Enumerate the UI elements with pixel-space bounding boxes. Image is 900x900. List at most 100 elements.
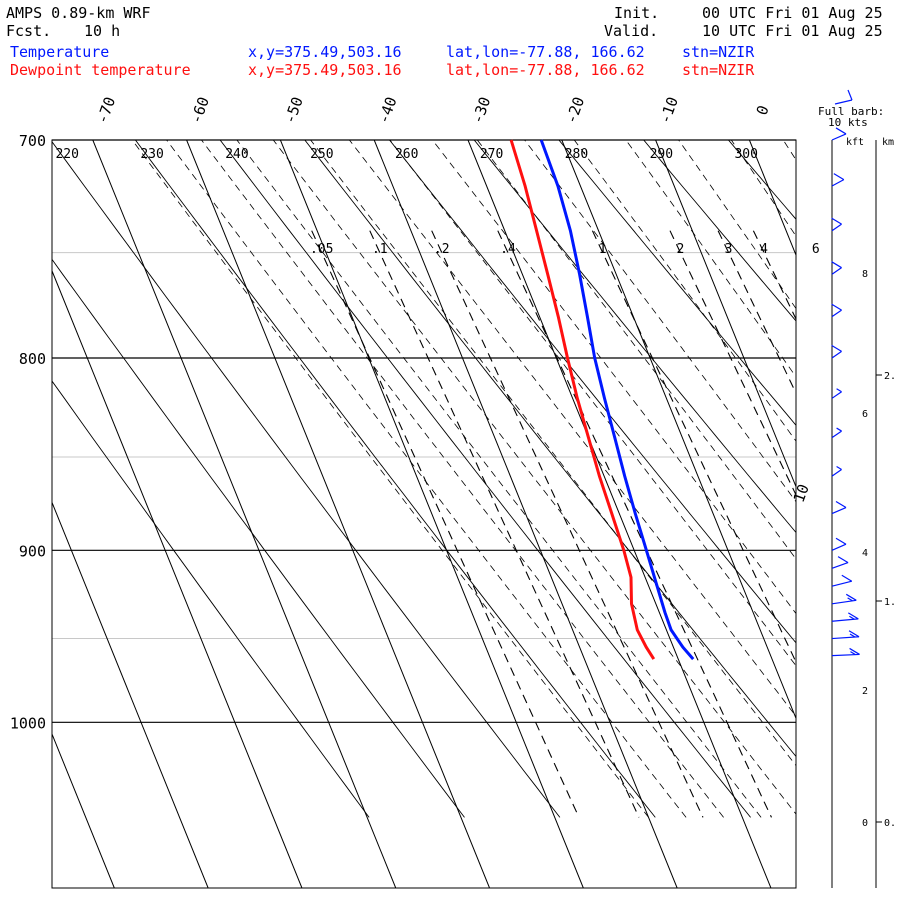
kft-tick-label: 0 [862,818,868,829]
legend-dewpoint-xy: x,y=375.49,503.16 [248,61,402,79]
moist-adiabat-line [310,140,796,767]
kft-tick-label: 4 [862,548,868,559]
isotherm-line [467,140,772,888]
wind-barb [831,556,849,569]
mixing-ratio-line [752,230,796,321]
mixing-ratio-line [717,230,796,395]
moist-adiabat-line [348,140,796,717]
isotherm-line [655,140,796,488]
moist-adiabat-line [200,140,724,818]
temperature-profile-line [539,139,695,661]
potential-temperature-label: 300 [734,147,757,162]
moist-adiabat-line [782,140,796,161]
moist-adiabat-line [524,140,796,503]
km-axis-label: km [882,137,894,148]
isotherm-line [52,732,115,888]
isotherm-label: -20 [562,94,588,126]
wind-barb [831,217,842,232]
valid-label: Valid. [604,22,659,40]
potential-temperature-label: 260 [395,147,418,162]
kft-tick-label: 6 [862,409,868,420]
pressure-tick-label: 800 [19,350,46,368]
moist-adiabat-line [730,140,796,237]
dry-adiabat-line [770,0,900,817]
moist-adiabat-line [573,140,796,442]
dry-adiabat-line [134,140,656,818]
wind-barb [831,501,847,515]
legend-dewpoint-name: Dewpoint temperature [10,61,191,79]
wind-barb [831,344,842,359]
dry-adiabat-line [643,140,796,322]
init-time: 00 UTC Fri 01 Aug 25 [702,4,883,22]
wind-barb [831,465,842,477]
wind-barb [831,388,842,399]
legend-temperature-name: Temperature [10,43,110,61]
isotherm-label: -70 [93,94,119,126]
potential-temperature-label: 280 [565,147,588,162]
moist-adiabat-line [476,140,796,560]
mixing-ratio-label: 3 [725,242,733,257]
potential-temperature-label: 240 [225,147,248,162]
mixing-ratio-label: .2 [434,242,450,257]
dry-adiabat-line [219,140,751,818]
wind-barb [831,537,847,551]
barb-legend-line1: Full barb: [818,105,885,118]
wind-barb [831,173,845,187]
legend-dewpoint-station: stn=NZIR [682,61,755,79]
forecast-hour: 10 h [84,22,121,40]
isotherm-label: -60 [187,94,213,126]
isotherm-label: 10 [790,482,813,505]
valid-time: 10 UTC Fri 01 Aug 25 [702,22,883,40]
isotherm-label: -50 [281,94,307,126]
wind-barb [831,427,842,439]
kft-tick-label: 8 [862,269,868,280]
dry-adiabat-line [52,141,561,818]
isotherm-line [186,140,491,888]
mixing-ratio-label: .1 [372,242,388,257]
legend-temperature-xy: x,y=375.49,503.16 [248,43,402,61]
wind-barb [831,612,859,622]
wind-barb [831,261,842,275]
isotherm-line [561,140,796,720]
potential-temperature-label: 270 [480,147,503,162]
legend-wind-barb [834,89,853,105]
wind-barb [831,127,847,141]
wind-barb [831,630,860,640]
dry-adiabat-line [388,140,796,644]
kft-axis-label: kft [846,137,864,148]
isotherm-label: 0 [753,103,773,118]
isotherm-line [279,140,584,888]
wind-barb [831,593,857,605]
dewpoint-profile-line [509,139,656,660]
moist-adiabat-line [272,140,796,815]
init-label: Init. [614,4,660,22]
mixing-ratio-label: 6 [812,242,820,257]
isotherm-line [373,140,678,888]
isotherm-label: -40 [374,94,400,126]
mixing-ratio-label: .05 [310,242,333,257]
mixing-ratio-label: .4 [500,242,516,257]
potential-temperature-label: 230 [140,147,163,162]
wind-barb [831,303,842,318]
dry-adiabat-line [52,258,465,818]
pressure-tick-label: 1000 [10,714,46,732]
isotherm-line [92,140,397,888]
dry-adiabat-line [558,140,796,426]
km-tick-label: 2. [884,371,896,382]
dry-adiabat-line [473,140,796,534]
km-tick-label: 0. [884,818,896,829]
potential-temperature-label: 290 [650,147,673,162]
pressure-tick-label: 700 [19,132,46,150]
dry-adiabat-line [52,380,370,818]
kft-tick-label: 2 [862,686,868,697]
potential-temperature-label: 250 [310,147,333,162]
legend-dewpoint-latlon: lat,lon=-77.88, 166.62 [446,61,645,79]
mixing-ratio-label: 1 [599,242,607,257]
isotherm-line [843,140,900,888]
moist-adiabat-line [625,140,796,378]
moist-adiabat-line [793,0,900,817]
moist-adiabat-line [236,140,762,818]
mixing-ratio-line [805,231,900,818]
isotherm-line [52,501,209,888]
wind-barb [831,574,853,587]
